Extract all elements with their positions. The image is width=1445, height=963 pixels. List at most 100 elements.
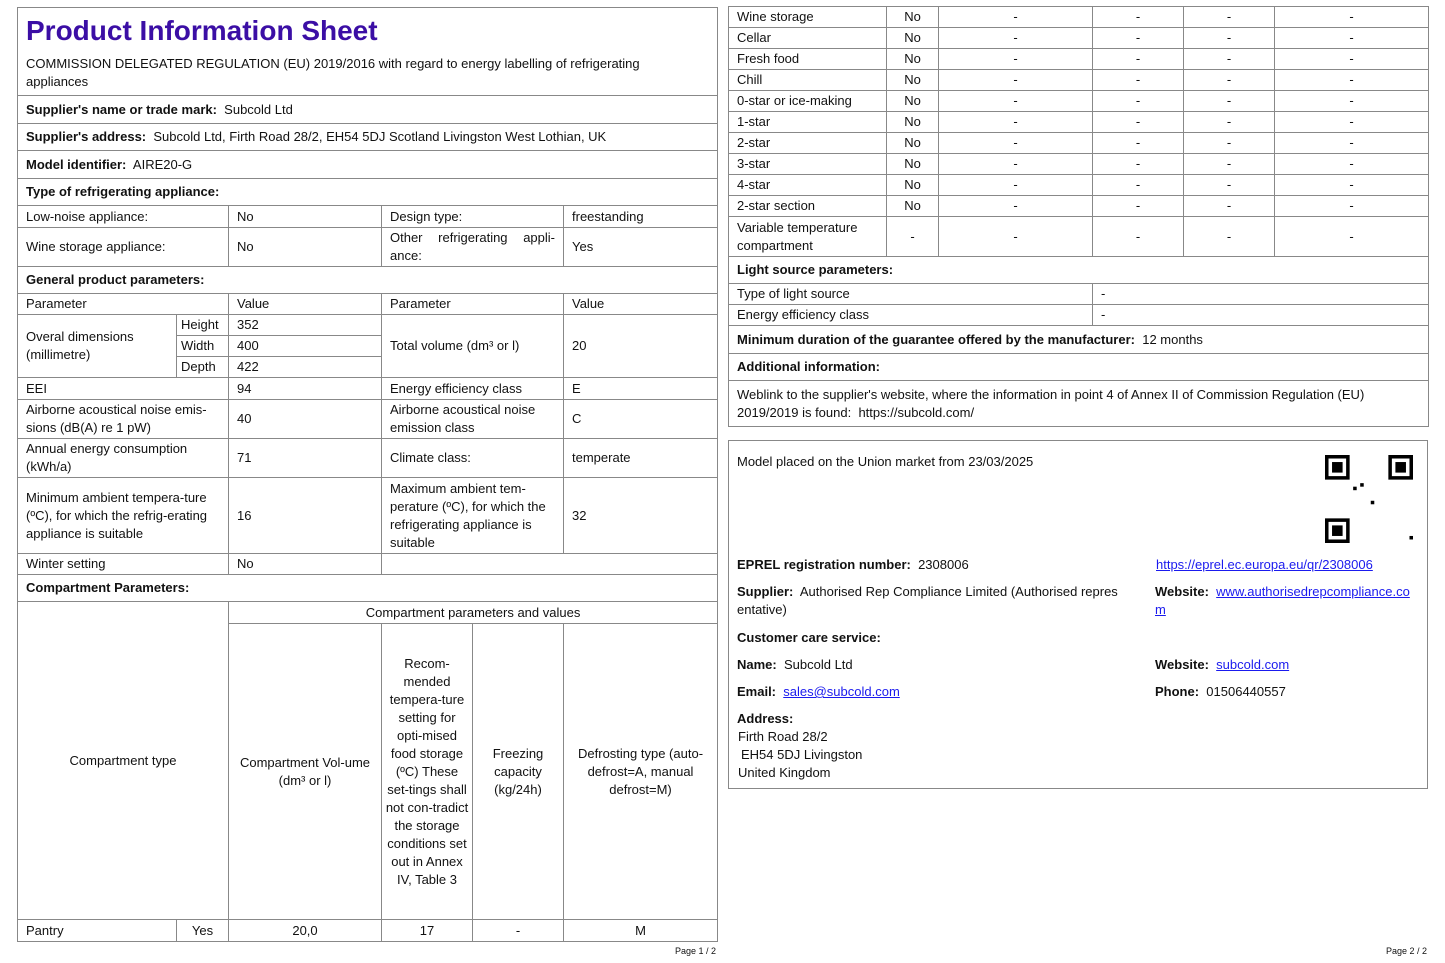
cell: - <box>1183 27 1275 49</box>
table-row: 3-star No - - - - <box>728 153 1429 175</box>
column-header: Value <box>228 293 382 315</box>
value: 16 <box>228 477 382 554</box>
label: Design type: <box>381 205 564 228</box>
table-row: 0-star or ice-making No - - - - <box>728 90 1429 112</box>
cell: No <box>886 48 939 70</box>
cell: - <box>1092 69 1184 91</box>
header-cell: Product Information Sheet COMMISSION DELE… <box>16 7 719 96</box>
label: Address: <box>737 711 794 726</box>
label: Depth <box>176 356 229 378</box>
supplier-name-row: Supplier's name or trade mark: Subcold L… <box>16 95 719 124</box>
supplier-website-link[interactable]: www.authorisedrepcompliance.com <box>1155 584 1410 617</box>
label: Phone: <box>1155 684 1200 699</box>
value: No <box>228 205 382 228</box>
value: 94 <box>228 377 382 400</box>
general-heading: General product parameters: <box>16 266 719 294</box>
email-link[interactable]: sales@subcold.com <box>783 684 900 699</box>
column-header: Parameter <box>381 293 564 315</box>
label: Supplier: <box>737 584 794 599</box>
cell: Fresh food <box>728 48 887 70</box>
label: Supplier's address: <box>26 129 147 144</box>
cell: - <box>1183 90 1275 112</box>
cell: No <box>886 153 939 175</box>
value: - <box>1092 283 1429 305</box>
page-number: Page 1 / 2 <box>674 946 716 956</box>
value: - <box>1092 304 1429 326</box>
value: E <box>562 377 719 400</box>
section-heading: Type of refrigerating appliance: <box>26 184 220 199</box>
value: 422 <box>228 356 382 378</box>
value: 32 <box>562 477 719 554</box>
label: Overal dimensions (millimetre) <box>17 314 177 378</box>
value: temperate <box>562 438 719 478</box>
value: No <box>228 227 382 267</box>
care-name: Subcold Ltd <box>783 657 853 672</box>
cell: - <box>1092 27 1184 49</box>
additional-heading: Additional information: <box>728 353 1429 381</box>
cell: No <box>886 27 939 49</box>
label: Low-noise appliance: <box>17 205 229 228</box>
cell: No <box>886 174 939 196</box>
cell: Yes <box>176 919 229 942</box>
table-row: Cellar No - - - - <box>728 27 1429 49</box>
cell: - <box>1183 174 1275 196</box>
label: Energy efficiency class <box>728 304 1093 326</box>
cell: - <box>1274 69 1429 91</box>
guarantee-row: Minimum duration of the guarantee offere… <box>728 325 1429 354</box>
care-website-link[interactable]: subcold.com <box>1216 657 1290 672</box>
cell: - <box>1092 195 1184 217</box>
qr-code-icon <box>1325 455 1413 543</box>
label: Type of light source <box>728 283 1093 305</box>
value: 352 <box>228 314 382 336</box>
cell: Wine storage <box>728 6 887 28</box>
cell: - <box>938 132 1093 154</box>
cell: - <box>938 6 1093 28</box>
cell: 17 <box>381 919 473 942</box>
eprel-link[interactable]: https://eprel.ec.europa.eu/qr/2308006 <box>1156 557 1373 572</box>
model-identifier: AIRE20-G <box>132 156 193 172</box>
table-row: 2-star No - - - - <box>728 132 1429 154</box>
type-heading: Type of refrigerating appliance: <box>16 178 719 206</box>
supplier-name: Subcold Ltd <box>224 101 293 117</box>
table-row: 1-star No - - - - <box>728 111 1429 133</box>
supplier: Authorised Rep Compliance Limited (Autho… <box>737 584 1118 617</box>
cell: 2-star <box>728 132 887 154</box>
cell: - <box>1274 174 1429 196</box>
label: Model identifier: <box>26 156 127 172</box>
cell: - <box>1274 216 1429 257</box>
table-row: Fresh food No - - - - <box>728 48 1429 70</box>
cell: No <box>886 90 939 112</box>
value: 20 <box>562 314 719 378</box>
guarantee-value: 12 months <box>1142 331 1203 347</box>
cell: - <box>1092 48 1184 70</box>
label: Website: <box>1155 657 1209 672</box>
cell: - <box>938 174 1093 196</box>
label: Other refrigerating appli-ance: <box>381 227 564 267</box>
cell: M <box>562 919 719 942</box>
label: Wine storage appliance: <box>17 227 229 267</box>
cell: - <box>1274 27 1429 49</box>
label: Minimum duration of the guarantee offere… <box>737 331 1135 347</box>
cell: - <box>938 90 1093 112</box>
cell: Pantry <box>17 919 177 942</box>
cell: - <box>1183 6 1275 28</box>
column-header: Parameter <box>17 293 229 315</box>
cell: 20,0 <box>228 919 382 942</box>
weblink[interactable]: https://subcold.com/ <box>858 404 975 420</box>
section-heading: Light source parameters: <box>737 262 894 277</box>
weblink-text: Weblink to the supplier's website, where… <box>737 386 1365 420</box>
regulation-text: COMMISSION DELEGATED REGULATION (EU) 201… <box>26 55 640 89</box>
cell: - <box>1274 6 1429 28</box>
label: Airborne acoustical noise emission class <box>381 399 564 439</box>
cell: - <box>938 27 1093 49</box>
cell: - <box>886 216 939 257</box>
label: Total volume (dm³ or l) <box>381 314 564 378</box>
cell: - <box>1274 90 1429 112</box>
value: 40 <box>228 399 382 439</box>
cell: - <box>1092 6 1184 28</box>
cell: - <box>1092 132 1184 154</box>
supplier-address: Subcold Ltd, Firth Road 28/2, EH54 5DJ S… <box>153 129 607 144</box>
section-heading: General product parameters: <box>26 272 205 287</box>
column-header: Freezing capacity (kg/24h) <box>472 623 564 920</box>
column-header: Recom-mended tempera-ture setting for op… <box>381 623 473 920</box>
